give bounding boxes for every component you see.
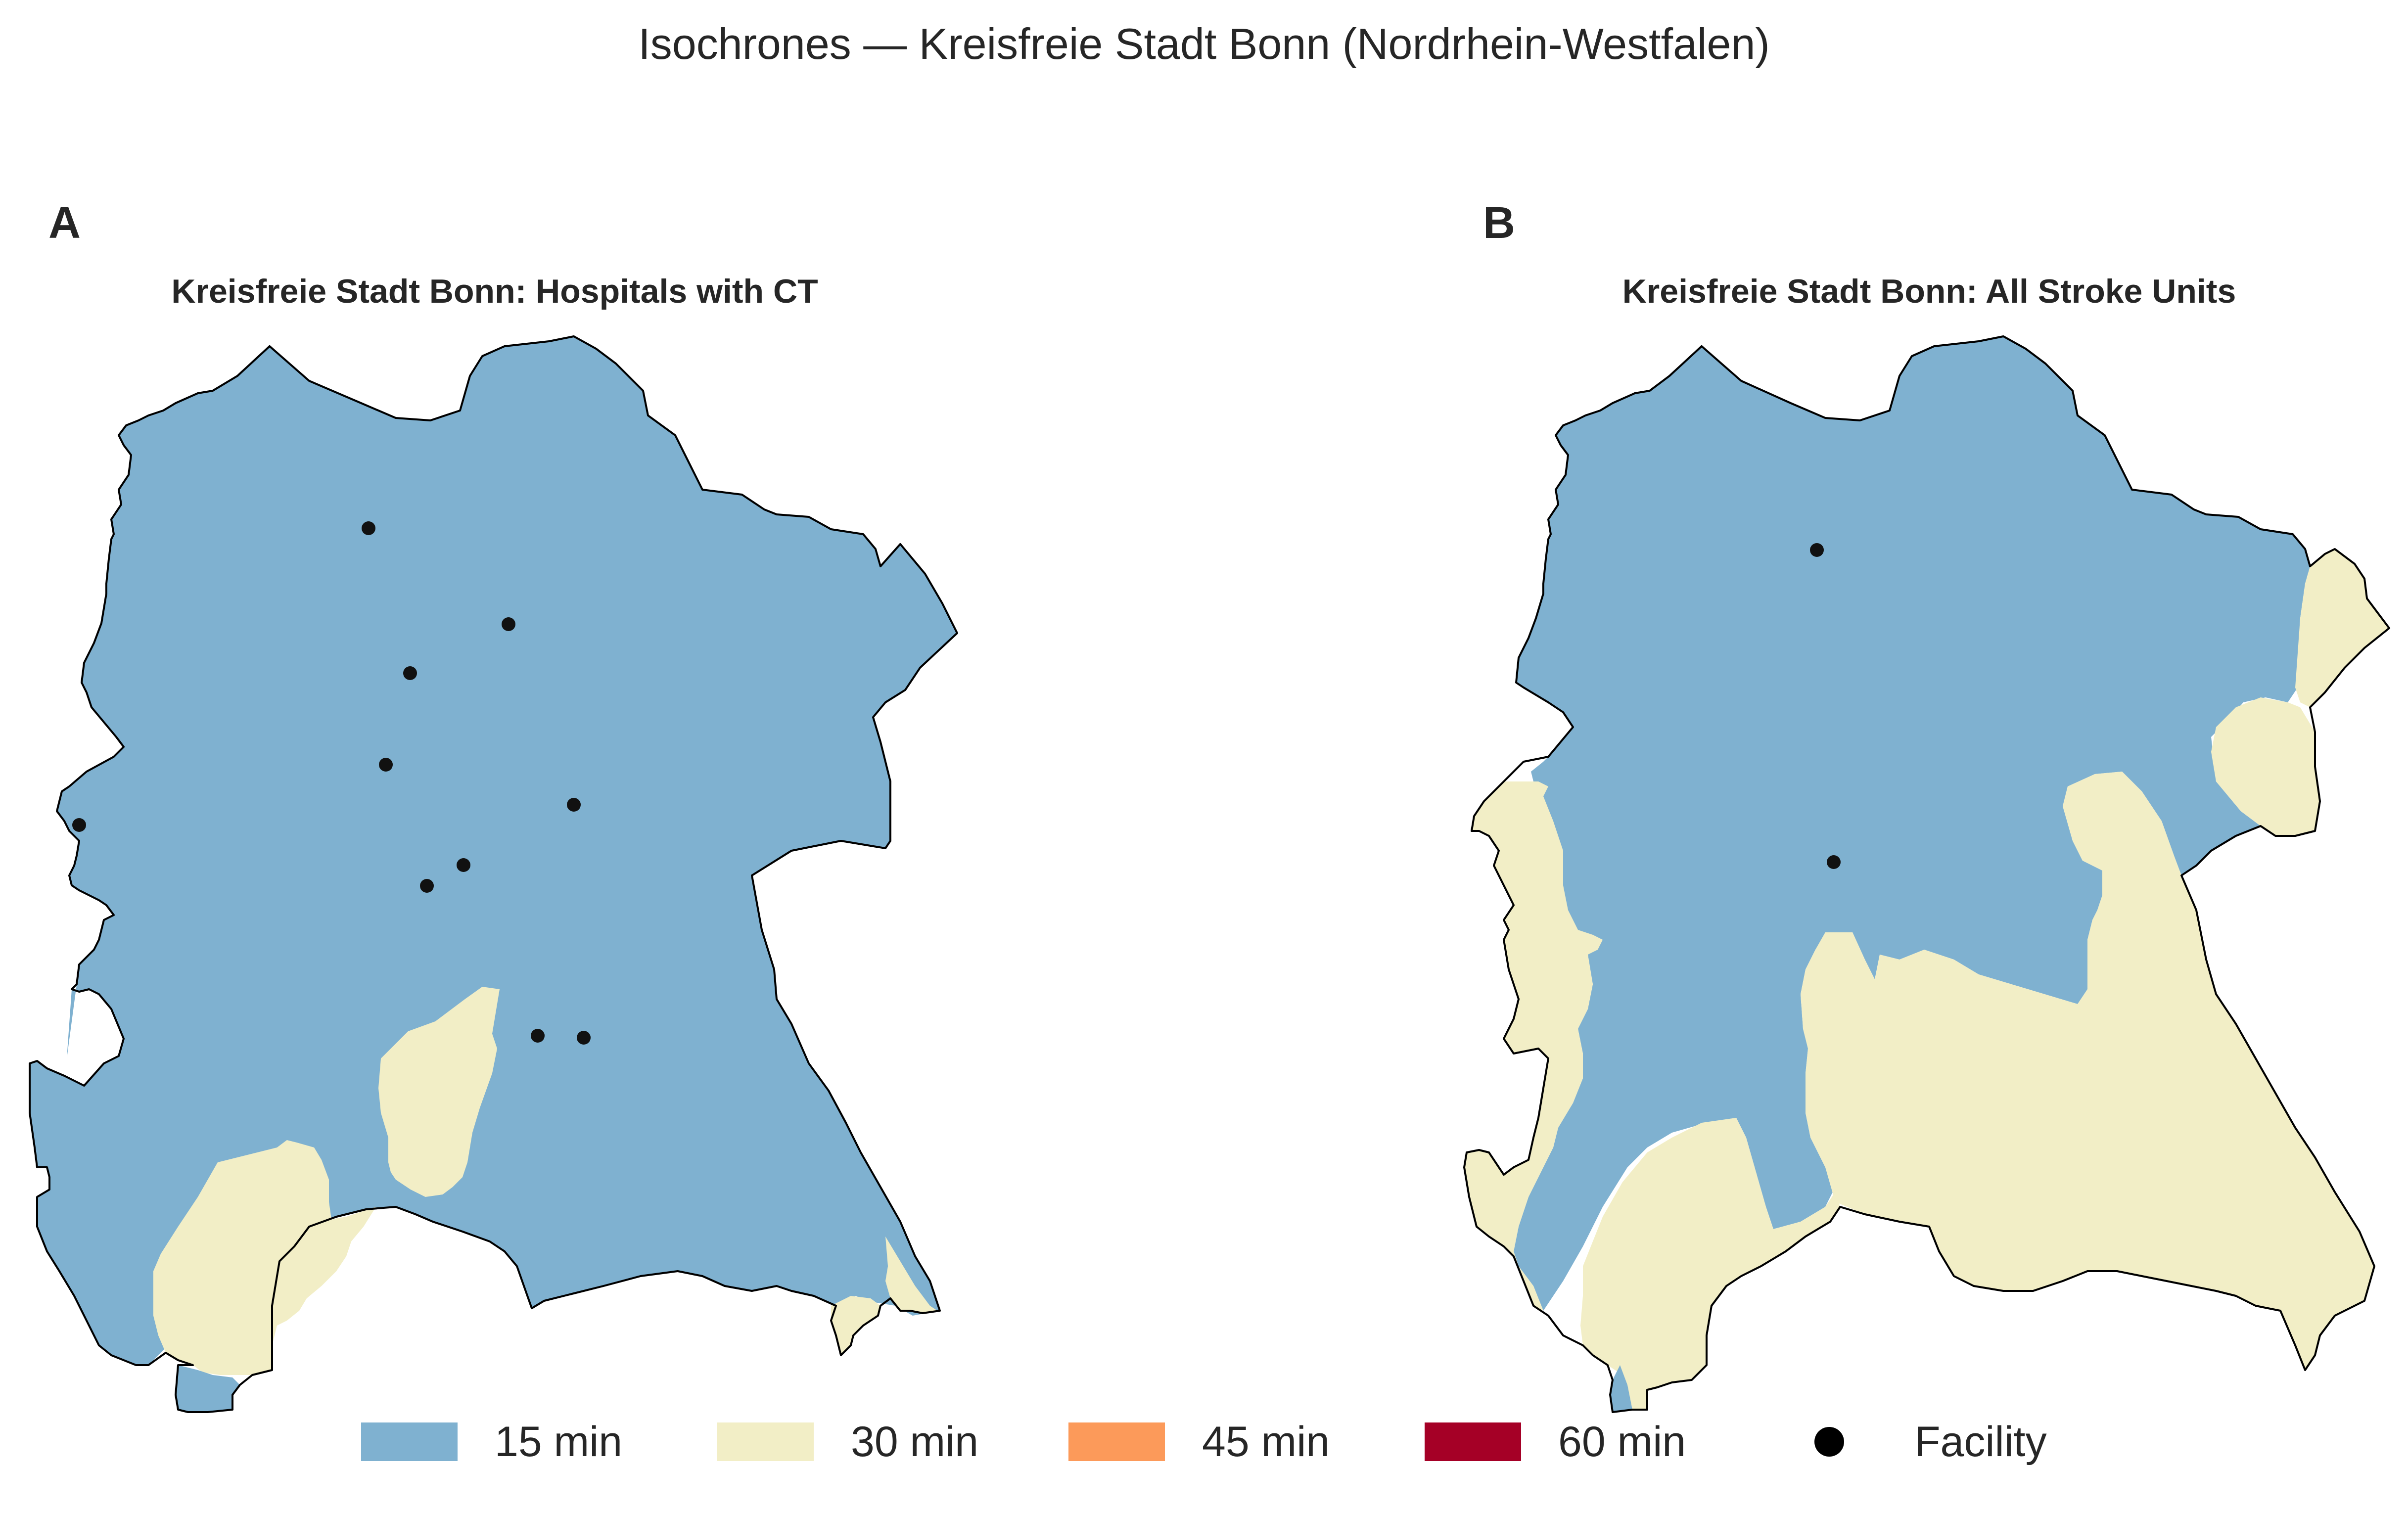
- isochrone-30min-panel-a-zone-4: [831, 1296, 880, 1355]
- legend-swatch-15min: [361, 1422, 458, 1461]
- isochrone-30min-panel-b-east-pocket: [2211, 697, 2320, 836]
- isochrone-15min-panel-b: [1514, 336, 2310, 1311]
- legend-label-facility: Facility: [1914, 1418, 2047, 1466]
- facilities-panel-b: [1810, 543, 1841, 869]
- isochrone-30min-panel-a-zone-1: [153, 1140, 376, 1375]
- isochrone-30min-panel-b-west: [1464, 781, 1603, 1311]
- facility-marker: [420, 879, 434, 893]
- facility-marker: [403, 666, 417, 680]
- facility-marker: [531, 1029, 545, 1043]
- figure-title: Isochrones — Kreisfreie Stadt Bonn (Nord…: [638, 19, 1770, 68]
- isochrone-15min-panel-a-southern-tip: [176, 1365, 240, 1412]
- facilities-panel-a: [72, 521, 591, 1045]
- legend-item-45min: 45 min: [1068, 1415, 1330, 1469]
- legend-facility-marker-icon: [1814, 1427, 1844, 1457]
- isochrone-30min-panel-a-zone-2: [378, 987, 500, 1197]
- district-boundary-panel-b: [1463, 335, 2390, 1413]
- panel-a-letter: A: [48, 198, 81, 248]
- legend-label-15min: 15 min: [495, 1418, 623, 1466]
- map-panel-b: [1463, 335, 2390, 1413]
- facility-marker: [457, 858, 470, 872]
- legend-item-30min: 30 min: [717, 1415, 978, 1469]
- legend-label-30min: 30 min: [851, 1418, 979, 1466]
- facility-marker: [1810, 543, 1824, 557]
- facility-marker: [502, 617, 515, 631]
- map-panel-a: [29, 335, 958, 1413]
- facility-marker: [362, 521, 375, 535]
- panel-a-title: Kreisfreie Stadt Bonn: Hospitals with CT: [171, 273, 818, 310]
- isochrone-15min-panel-a: [30, 336, 957, 1365]
- district-boundary-panel-a: [29, 335, 958, 1413]
- isochrone-30min-panel-a-zone-3: [885, 1237, 937, 1313]
- legend-swatch-45min: [1068, 1422, 1165, 1461]
- facility-marker: [1827, 855, 1841, 869]
- legend-swatch-60min: [1425, 1422, 1521, 1461]
- legend-swatch-30min: [717, 1422, 814, 1461]
- legend-item-facility: Facility: [1781, 1415, 2047, 1469]
- facility-marker: [567, 798, 581, 812]
- isochrone-30min-panel-b-southwest: [1580, 1118, 1840, 1410]
- legend: 15 min 30 min 45 min 60 min Facility: [0, 1415, 2408, 1469]
- legend-label-60min: 60 min: [1558, 1418, 1686, 1466]
- isochrone-30min-panel-b-northeast: [2295, 549, 2389, 707]
- legend-label-45min: 45 min: [1202, 1418, 1330, 1466]
- facility-marker: [379, 758, 393, 772]
- isochrone-30min-panel-b-southeast: [1801, 772, 2374, 1370]
- facility-marker: [72, 818, 86, 832]
- legend-item-60min: 60 min: [1425, 1415, 1686, 1469]
- panel-b-letter: B: [1483, 198, 1515, 248]
- isochrone-15min-panel-b-southern-tip: [1610, 1365, 1632, 1412]
- legend-item-15min: 15 min: [361, 1415, 622, 1469]
- panel-b-title: Kreisfreie Stadt Bonn: All Stroke Units: [1622, 273, 2236, 310]
- facility-marker: [577, 1031, 591, 1045]
